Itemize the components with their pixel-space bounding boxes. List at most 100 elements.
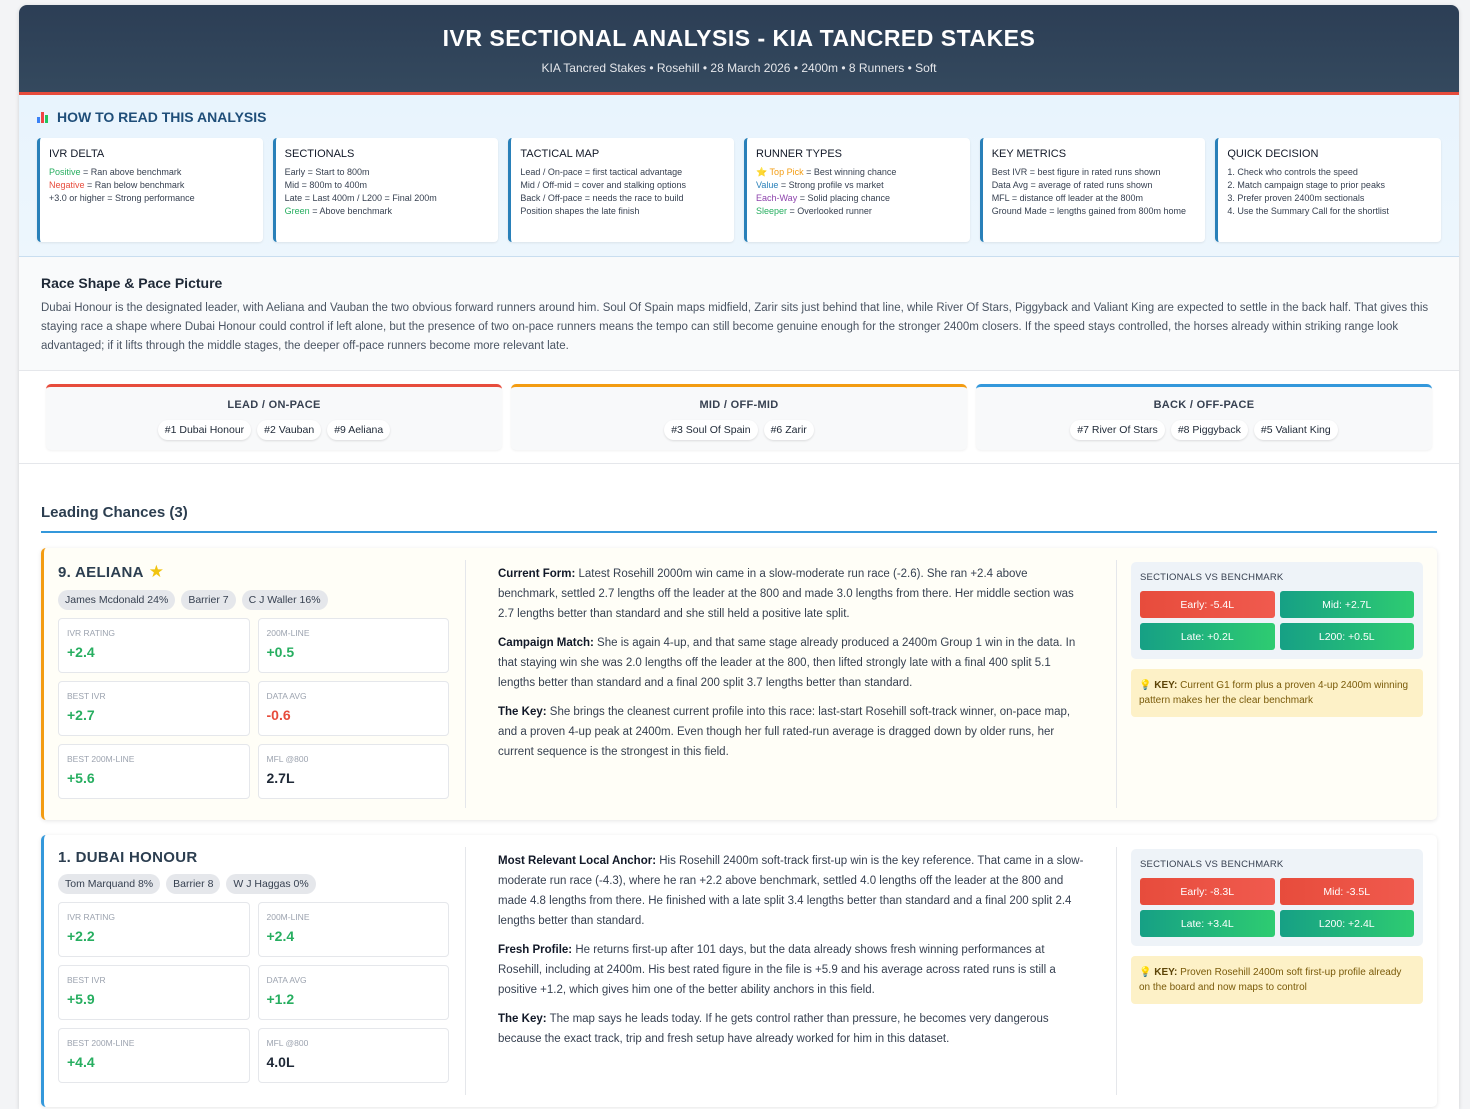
guide-line-text: +3.0 or higher = Strong performance [49,193,195,203]
runner-chip[interactable]: #5 Valiant King [1253,420,1338,440]
guide-highlight: Sleeper [756,206,788,216]
guide-card-ivr-delta: IVR DELTA Positive = Ran above benchmark N… [37,138,263,242]
runner-chip[interactable]: #6 Zarir [763,420,814,440]
key-label: KEY: [1154,680,1178,691]
runner-sectionals: SECTIONALS VS BENCHMARK Early: -5.4L Mid: … [1117,548,1437,820]
guide-card-line: Position shapes the late finish [520,205,725,218]
analysis-paragraph: Fresh Profile: He returns first-up after… [498,940,1084,1000]
analysis-text: Latest Rosehill 2000m win came in a slow… [498,568,1074,620]
guide-line-text: Data Avg = average of rated runs shown [991,180,1153,190]
sectional-badge: Mid: +2.7L [1279,591,1414,618]
guide-highlight: Value [756,180,779,190]
sectional-badge: Early: -5.4L [1140,591,1275,618]
stat-value: +2.7 [67,707,95,723]
guide-card-line: 1. Check who controls the speed [1227,166,1432,179]
sectionals-title: SECTIONALS VS BENCHMARK [1140,572,1284,583]
guide-card-title: RUNNER TYPES [756,148,842,160]
guide-line-text: Ground Made = lengths gained from 800m h… [991,206,1187,216]
guide-card-line: MFL = distance off leader at the 800m [992,192,1197,205]
guide-highlight: ⭐ Top Pick [756,167,804,177]
guide-card-title: SECTIONALS [284,148,355,160]
analysis-text: His Rosehill 2400m soft-track first-up w… [498,855,1084,927]
stat-value: +4.4 [67,1054,95,1070]
guide-highlight: Green [284,206,310,216]
stat-value: +2.4 [266,928,295,944]
guide-line-text: Best IVR = best figure in rated runs sho… [991,167,1161,177]
runner-chip[interactable]: #8 Piggyback [1170,420,1248,440]
stat-label: BEST IVR [67,691,106,701]
sectionals-grid: Early: -8.3L Mid: -3.5L Late: +3.4L L200: +… [1140,878,1414,937]
guide-card-line: Data Avg = average of rated runs shown [992,179,1197,192]
guide-card-line: Negative = Ran below benchmark [49,179,254,192]
stat-box: BEST IVR +5.9 [58,965,250,1020]
guide-card-line: Back / Off-pace = needs the race to buil… [520,192,725,205]
runner-chip[interactable]: #1 Dubai Honour [157,420,252,440]
guide-card-line: 3. Prefer proven 2400m sectionals [1227,192,1432,205]
guide-card-title: KEY METRICS [991,148,1067,160]
runner-tag: W J Haggas 0% [226,874,316,894]
sectionals-grid: Early: -5.4L Mid: +2.7L Late: +0.2L L200: +… [1140,591,1414,650]
guide-line-text: Lead / On-pace = first tactical advantag… [520,167,683,177]
race-subtitle: KIA Tancred Stakes • Rosehill • 28 March… [541,61,937,75]
guide-line-text: Position shapes the late finish [520,206,640,216]
stat-box: MFL @800 2.7L [257,744,449,799]
stat-value: 4.0L [266,1054,295,1070]
stat-value: +5.9 [67,991,95,1007]
runner-tag: Tom Marquand 8% [58,874,161,894]
stat-label: BEST IVR [67,975,106,985]
guide-line-text: = Above benchmark [309,206,392,216]
map-column-title: BACK / OFF-PACE [1153,399,1255,411]
guide-card-line: 2. Match campaign stage to prior peaks [1227,179,1432,192]
runner-chip[interactable]: #7 River Of Stars [1070,420,1165,440]
stat-box: BEST 200M-LINE +5.6 [58,744,250,799]
runner-analysis: Most Relevant Local Anchor: His Rosehill… [466,847,1117,1095]
stat-label: DATA AVG [266,975,307,985]
guide-line-text: Mid = 800m to 400m [284,180,367,190]
stat-label: DATA AVG [266,691,307,701]
stat-box: BEST IVR +2.7 [58,681,250,736]
page: IVR SECTIONAL ANALYSIS - KIA TANCRED STA… [19,5,1459,1109]
guide-title-text: HOW TO READ THIS ANALYSIS [57,109,267,125]
runner-chips: #7 River Of Stars #8 Piggyback #5 Valiant … [976,420,1432,440]
sectionals-title: SECTIONALS VS BENCHMARK [1140,859,1284,870]
guide-card-title: IVR DELTA [49,148,105,160]
runner-chip[interactable]: #9 Aeliana [327,420,391,440]
stat-label: MFL @800 [266,754,309,764]
sectional-badge: Late: +3.4L [1140,910,1275,937]
guide-highlight: Positive [49,167,81,177]
runner-chip[interactable]: #2 Vauban [257,420,322,440]
stat-value: 2.7L [266,770,295,786]
stat-value: -0.6 [266,707,291,723]
stat-label: IVR RATING [67,628,116,638]
guide-line-text: = Best winning chance [803,167,897,177]
stat-box: IVR RATING +2.4 [58,618,250,673]
runner-tag: C J Waller 16% [241,590,328,610]
runner-sectionals: SECTIONALS VS BENCHMARK Early: -8.3L Mid: … [1117,835,1437,1107]
guide-card-line: Positive = Ran above benchmark [49,166,254,179]
stat-box: DATA AVG -0.6 [257,681,449,736]
runner-chip[interactable]: #3 Soul Of Spain [664,420,758,440]
guide-card-runner-types: RUNNER TYPES ⭐ Top Pick = Best winning ch… [744,138,970,242]
stat-box: BEST 200M-LINE +4.4 [58,1028,250,1083]
key-text: Current G1 form plus a proven 4-up 2400m… [1139,680,1409,706]
guide-card-line: Ground Made = lengths gained from 800m h… [992,205,1197,218]
guide-card-sectionals: SECTIONALS Early = Start to 800m Mid = 800… [272,138,499,242]
runner-tag: James Mcdonald 24% [58,590,176,610]
lightbulb-icon: 💡 [1139,680,1155,691]
stat-label: BEST 200M-LINE [67,754,135,764]
bar-chart-icon [37,111,51,123]
tactical-map: LEAD / ON-PACE #1 Dubai Honour #2 Vauban #9… [19,371,1459,464]
key-text: Proven Rosehill 2400m soft first-up prof… [1139,967,1402,993]
sectional-badge: Late: +0.2L [1140,623,1275,650]
key-note: 💡 KEY: Proven Rosehill 2400m soft first-… [1131,956,1423,1004]
runner-tag: Barrier 8 [166,874,221,894]
runner-chips: #3 Soul Of Spain #6 Zarir [511,420,967,440]
guide-line-text: 4. Use the Summary Call for the shortlis… [1227,206,1389,216]
guide-card-line: Late = Last 400m / L200 = Final 200m [285,192,490,205]
guide-card-line: Sleeper = Overlooked runner [756,205,961,218]
analysis-heading: Most Relevant Local Anchor: [498,855,657,867]
key-note: 💡 KEY: Current G1 form plus a proven 4-u… [1131,669,1423,717]
guide-line-text: 3. Prefer proven 2400m sectionals [1227,193,1365,203]
